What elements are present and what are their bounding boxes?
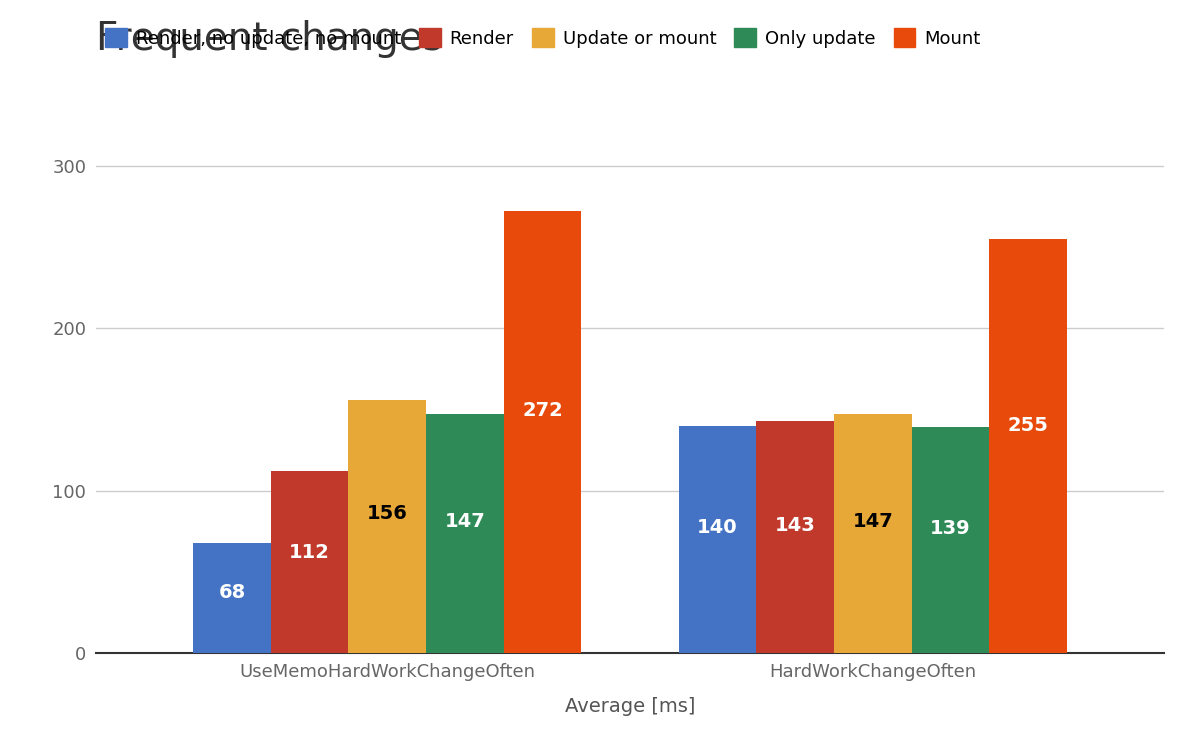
X-axis label: Average [ms]: Average [ms] (565, 697, 695, 716)
Bar (912, 427, 989, 653)
Bar (348, 400, 426, 653)
Bar (678, 426, 756, 653)
Text: 112: 112 (289, 543, 330, 562)
Text: 140: 140 (697, 519, 738, 537)
Text: 68: 68 (218, 582, 246, 602)
Text: 147: 147 (444, 512, 485, 531)
Bar (834, 414, 912, 653)
Legend: Render, no update, no mount, Render, Update or mount, Only update, Mount: Render, no update, no mount, Render, Upd… (106, 28, 980, 47)
Bar (193, 542, 271, 653)
Text: Frequent changes: Frequent changes (96, 20, 443, 58)
Text: 143: 143 (775, 516, 816, 535)
Text: 139: 139 (930, 519, 971, 539)
Bar (756, 421, 834, 653)
Bar (271, 471, 348, 653)
Bar (426, 414, 504, 653)
Bar (989, 239, 1067, 653)
Text: 272: 272 (522, 401, 563, 420)
Text: 147: 147 (852, 512, 893, 531)
Text: 255: 255 (1008, 416, 1049, 435)
Bar (504, 211, 582, 653)
Text: 156: 156 (367, 505, 408, 523)
